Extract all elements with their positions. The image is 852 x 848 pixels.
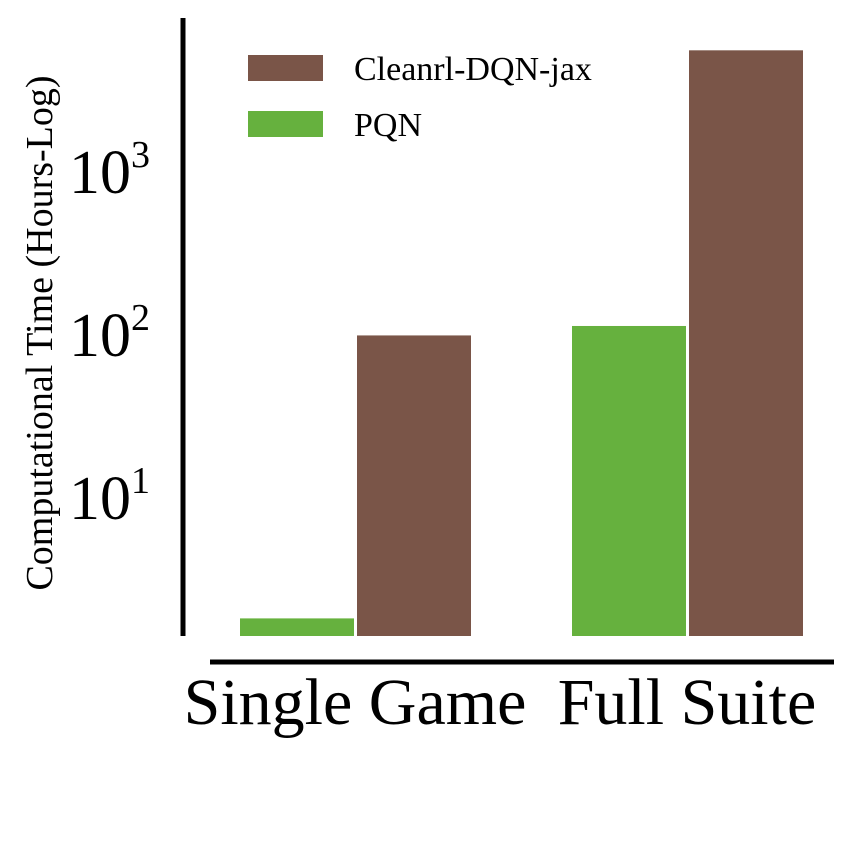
y-tick-label: 102 xyxy=(69,297,150,370)
y-tick-label: 103 xyxy=(69,134,150,207)
x-tick-label: Single Game xyxy=(184,666,527,739)
legend-swatch xyxy=(248,111,323,137)
bars xyxy=(240,50,803,637)
axes xyxy=(180,18,834,665)
legend-label: Cleanrl-DQN-jax xyxy=(354,51,592,88)
bar-cleanrl-dqn-jax-single-game xyxy=(357,335,471,636)
bar-cleanrl-dqn-jax-full-suite xyxy=(689,50,803,637)
bar-pqn-single-game xyxy=(240,618,354,636)
legend-swatch xyxy=(248,55,323,81)
x-tick-label: Full Suite xyxy=(558,666,817,739)
legend: Cleanrl-DQN-jax PQN xyxy=(248,51,592,144)
bar-pqn-full-suite xyxy=(572,325,686,636)
y-axis-label: Computational Time (Hours-Log) xyxy=(19,75,61,590)
y-tick-label: 101 xyxy=(69,460,150,533)
legend-label: PQN xyxy=(354,107,422,144)
